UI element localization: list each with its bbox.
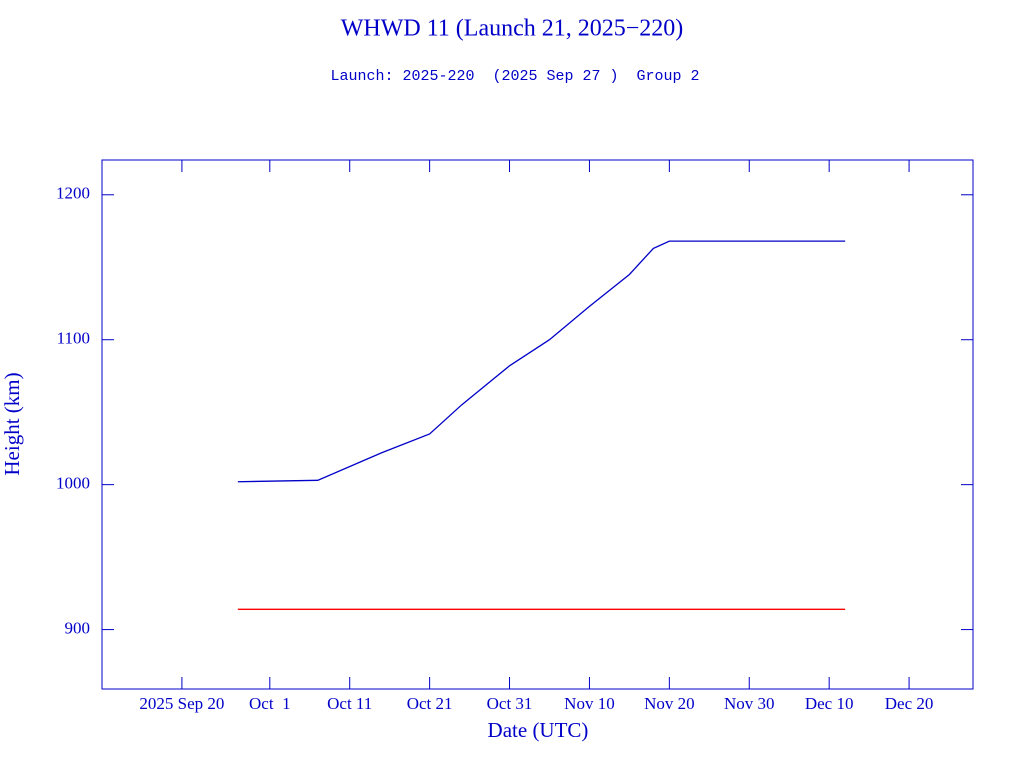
x-axis-label: Date (UTC) <box>488 718 589 742</box>
plot-frame <box>101 159 974 690</box>
x-tick-label: Nov 20 <box>644 694 695 713</box>
x-tick-label: Nov 30 <box>724 694 775 713</box>
chart-title: WHWD 11 (Launch 21, 2025−220) <box>341 16 684 42</box>
x-tick-label: Oct 1 <box>249 694 291 713</box>
y-tick-label: 900 <box>65 618 91 637</box>
x-tick-label: Dec 20 <box>885 694 934 713</box>
x-tick-label: Oct 21 <box>407 694 453 713</box>
y-tick-label: 1200 <box>56 184 90 203</box>
x-tick-label: 2025 Sep 20 <box>139 694 224 713</box>
chart-subtitle: Launch: 2025-220 (2025 Sep 27 ) Group 2 <box>330 68 699 85</box>
x-tick-label: Nov 10 <box>564 694 615 713</box>
y-axis-label: Height (km) <box>0 372 24 475</box>
data-line <box>237 240 846 483</box>
x-tick-label: Dec 10 <box>805 694 854 713</box>
y-tick-label: 1000 <box>56 474 90 493</box>
x-tick-label: Oct 31 <box>487 694 533 713</box>
x-tick-label: Oct 11 <box>327 694 372 713</box>
y-tick-label: 1100 <box>57 329 90 348</box>
